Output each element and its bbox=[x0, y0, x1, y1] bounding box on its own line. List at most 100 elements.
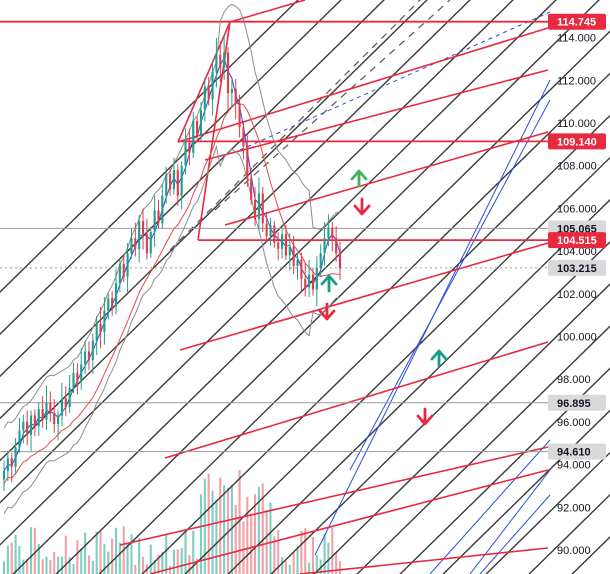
candle-body bbox=[219, 54, 222, 68]
y-tick-label: 92.000 bbox=[557, 502, 591, 514]
candle-body bbox=[122, 263, 125, 277]
arrow-up-icon bbox=[350, 169, 368, 188]
candle-body bbox=[192, 120, 195, 153]
candlestick-series bbox=[2, 35, 342, 491]
y-tick-label: 90.000 bbox=[557, 545, 591, 557]
volume-bar bbox=[273, 536, 276, 574]
price-badges: 114.745109.140105.065104.515103.21596.89… bbox=[548, 13, 606, 460]
candle-body bbox=[72, 372, 75, 388]
candle-body bbox=[261, 193, 264, 224]
volume-bar bbox=[176, 549, 179, 574]
fan-line bbox=[184, 156, 610, 574]
blue-trend-line bbox=[469, 469, 551, 574]
volume-bar bbox=[49, 559, 52, 574]
candle-body bbox=[60, 398, 63, 416]
volume-bar bbox=[308, 562, 311, 574]
candle-body bbox=[273, 225, 276, 243]
candle-body bbox=[64, 398, 67, 407]
candle-body bbox=[323, 238, 326, 254]
volume-bar bbox=[103, 543, 106, 574]
moving-average-line bbox=[3, 102, 341, 485]
arrow-down-icon bbox=[353, 197, 371, 216]
candle-body bbox=[130, 238, 133, 254]
arrow-up-icon bbox=[430, 349, 448, 368]
candle-body bbox=[265, 223, 268, 237]
candle-body bbox=[288, 246, 291, 256]
volume-bar bbox=[114, 527, 118, 574]
volume-bar bbox=[199, 494, 203, 574]
candle-body bbox=[91, 340, 94, 360]
fan-line bbox=[0, 0, 557, 546]
volume-bar bbox=[157, 554, 160, 574]
volume-bar bbox=[281, 557, 284, 574]
volume-bar bbox=[277, 529, 280, 574]
volume-bar bbox=[107, 551, 110, 574]
fan-line bbox=[0, 0, 514, 504]
volume-bar bbox=[315, 554, 318, 574]
volume-bar bbox=[41, 559, 44, 574]
volume-bar bbox=[87, 555, 91, 574]
volume-bar bbox=[238, 470, 241, 574]
volume-bar bbox=[68, 557, 71, 574]
fan-line bbox=[270, 240, 610, 574]
fast-average-line bbox=[3, 56, 341, 472]
candle-body bbox=[246, 146, 249, 179]
candle-body bbox=[141, 221, 145, 235]
volume-bar bbox=[335, 552, 338, 574]
candle-body bbox=[87, 351, 91, 360]
candle-body bbox=[308, 274, 311, 288]
candle-body bbox=[269, 225, 272, 237]
price-badge bbox=[548, 259, 606, 276]
dashed-diagonal-line bbox=[214, 0, 451, 211]
arrow-up-icon bbox=[320, 274, 338, 293]
volume-bar bbox=[84, 532, 87, 574]
volume-bar bbox=[296, 546, 299, 574]
volume-bar bbox=[180, 547, 183, 574]
price-badge bbox=[548, 232, 606, 249]
volume-bar bbox=[323, 534, 326, 574]
volume-bar bbox=[33, 527, 36, 574]
volume-bar bbox=[14, 534, 17, 574]
candle-body bbox=[145, 234, 148, 254]
blue-trend-line bbox=[314, 79, 551, 556]
volume-bar bbox=[300, 530, 303, 574]
bollinger-upper-line bbox=[3, 3, 341, 429]
blue-trend-line bbox=[479, 494, 551, 574]
volume-bar bbox=[331, 527, 334, 574]
red-channel-line bbox=[204, 69, 549, 161]
candle-body bbox=[76, 372, 79, 382]
volume-bar bbox=[134, 565, 137, 574]
volume-bar bbox=[172, 549, 175, 574]
price-badge-label: 114.745 bbox=[557, 17, 596, 29]
volume-bar bbox=[80, 548, 83, 574]
fan-line bbox=[399, 367, 610, 574]
volume-bar bbox=[188, 555, 191, 574]
candle-body bbox=[184, 142, 187, 166]
candle-body bbox=[57, 415, 60, 425]
candle-body bbox=[41, 409, 44, 420]
candle-body bbox=[338, 253, 342, 269]
volume-bar bbox=[234, 505, 237, 574]
candle-body bbox=[327, 227, 330, 239]
volume-bar bbox=[242, 521, 245, 574]
volume-bar bbox=[311, 537, 315, 574]
candle-body bbox=[29, 415, 33, 435]
volume-bar bbox=[219, 477, 222, 574]
candle-body bbox=[68, 387, 71, 407]
volume-bar bbox=[246, 496, 249, 574]
candle-body bbox=[45, 402, 48, 420]
arrow-down-icon bbox=[318, 302, 336, 321]
volume-bar bbox=[111, 538, 114, 574]
blue-dashed-trend-line bbox=[239, 11, 551, 151]
candle-body bbox=[215, 54, 218, 72]
volume-bar bbox=[64, 535, 67, 574]
signal-arrows bbox=[318, 169, 448, 426]
fan-line bbox=[0, 0, 428, 420]
y-tick-label: 110.000 bbox=[557, 118, 596, 130]
candle-body bbox=[284, 234, 287, 256]
volume-bar bbox=[138, 538, 141, 574]
dashed-diagonal-line bbox=[169, 0, 421, 251]
candle-body bbox=[103, 310, 106, 333]
